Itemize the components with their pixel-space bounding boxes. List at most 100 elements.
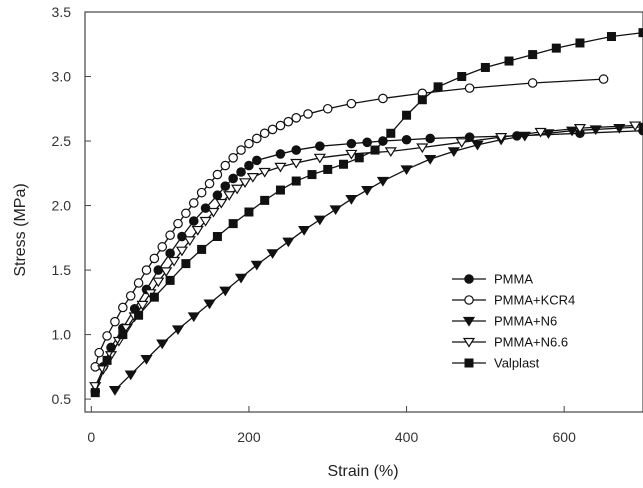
data-point [629,121,642,132]
data-point [417,95,427,105]
legend-marker [464,358,474,368]
data-point [323,164,333,174]
data-point [94,347,104,358]
data-point [534,127,547,138]
data-point [197,244,207,254]
legend-marker [464,295,474,305]
data-point [455,138,468,148]
data-point [354,153,364,163]
data-point [212,190,223,201]
data-point [181,259,191,269]
data-point [345,149,358,160]
data-point [212,169,223,180]
data-point [283,116,294,127]
data-point [307,170,317,180]
data-point [236,145,246,155]
x-tick-label: 600 [553,429,577,445]
y-tick-label: 3.0 [52,69,72,85]
data-point [575,38,585,48]
x-axis-title: Strain (%) [327,463,398,480]
data-point [290,158,303,169]
series-pmma-kcr4 [90,74,609,372]
data-point [236,167,246,177]
data-point [346,138,357,149]
data-point [400,165,413,176]
data-point [425,133,436,144]
data-point [282,237,295,248]
data-point [598,74,609,84]
data-point [102,355,112,365]
data-point [244,138,254,149]
data-point [118,330,128,340]
data-point [108,385,122,396]
legend-label: PMMA+N6 [494,314,557,329]
data-point [187,312,200,323]
data-point [165,230,175,241]
data-point [252,133,262,144]
y-tick-label: 0.5 [52,391,72,407]
x-tick-label: 0 [87,429,95,445]
y-tick-label: 1.5 [52,262,72,278]
data-point [457,72,467,82]
data-point [573,124,587,134]
series-valplast [90,28,643,398]
data-point [181,208,191,219]
data-point [153,265,164,275]
data-point [303,109,313,119]
legend-marker [462,316,476,327]
data-point [464,132,475,142]
data-point [266,249,279,259]
data-point [424,154,437,165]
legend-item: PMMA+N6.6 [452,335,568,350]
data-point [141,265,152,275]
data-point [551,43,561,53]
data-point [167,256,181,267]
data-point [416,143,429,154]
data-point [378,93,388,104]
data-point [636,122,643,133]
data-point [212,232,222,242]
data-point [339,159,349,169]
data-point [140,354,153,365]
data-point [329,205,342,216]
data-point [228,173,238,184]
data-point [401,134,412,145]
data-point [362,137,372,148]
y-tick-label: 2.5 [52,133,72,149]
data-point [175,246,189,257]
data-point [471,140,484,151]
data-point [228,153,238,163]
data-point [118,302,128,313]
data-point [275,120,286,131]
data-point [188,198,199,208]
data-point [480,62,490,72]
data-point [606,32,616,42]
data-point [638,28,643,38]
data-point [165,275,175,285]
data-point [156,339,169,350]
data-point [384,147,397,157]
data-point [291,145,302,155]
legend-item: PMMA+KCR4 [452,293,575,308]
data-point [223,191,236,201]
data-point [110,316,120,327]
data-point [447,147,460,157]
data-point [219,286,232,297]
data-point [267,124,278,135]
y-tick-label: 2.0 [52,198,72,214]
legend-item: PMMA [452,272,533,287]
data-point [204,178,215,189]
series-line [114,126,643,391]
data-point [345,194,358,205]
data-point [386,128,396,138]
data-point [244,207,254,217]
data-point [207,207,220,218]
data-point [258,167,271,178]
data-point [220,181,231,191]
legend-label: PMMA+N6.6 [494,335,568,350]
data-point [275,149,286,159]
data-point [196,187,207,198]
data-point [504,56,514,66]
data-point [250,260,263,271]
